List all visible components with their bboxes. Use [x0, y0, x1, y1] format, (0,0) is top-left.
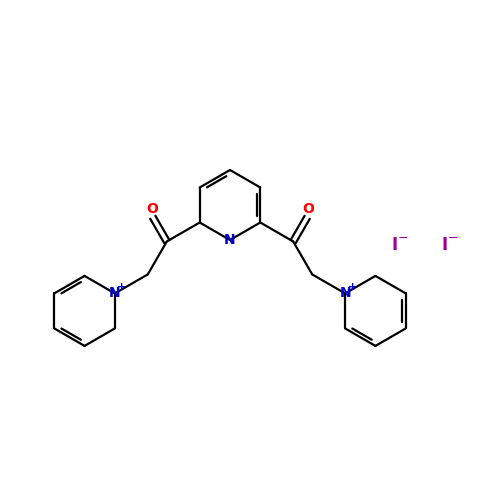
Text: O: O: [146, 202, 158, 216]
Text: I: I: [442, 236, 448, 254]
Text: −: −: [398, 232, 408, 244]
Text: N: N: [224, 233, 236, 247]
Text: N: N: [109, 286, 120, 300]
Text: N: N: [340, 286, 351, 300]
Text: −: −: [448, 232, 458, 244]
Text: +: +: [348, 282, 357, 292]
Text: +: +: [117, 282, 126, 292]
Text: I: I: [392, 236, 398, 254]
Text: O: O: [302, 202, 314, 216]
